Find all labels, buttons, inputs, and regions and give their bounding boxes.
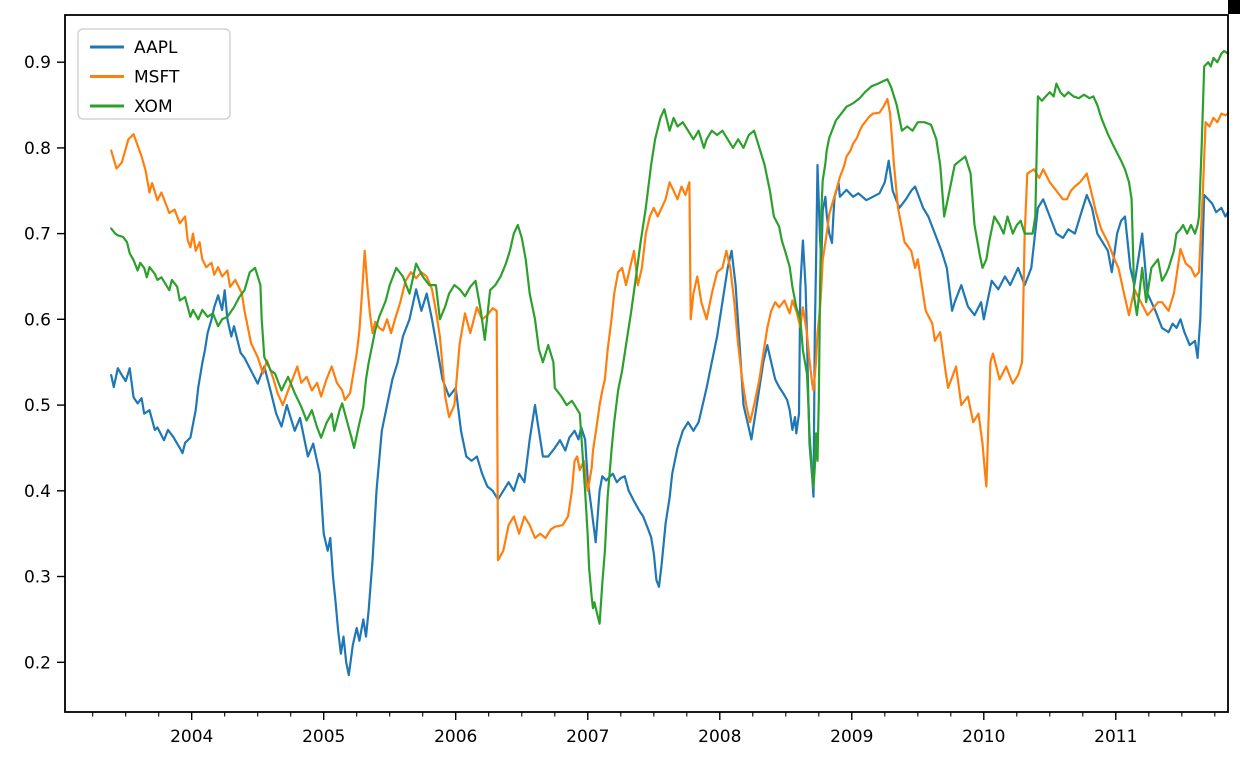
y-tick-label: 0.3	[24, 568, 51, 588]
x-tick-label: 2007	[566, 727, 609, 747]
y-tick-label: 0.5	[24, 396, 51, 416]
x-tick-label: 2011	[1094, 727, 1137, 747]
x-tick-label: 2010	[962, 727, 1005, 747]
corner-artifact	[1228, 0, 1240, 14]
series-line-msft	[110, 97, 1230, 562]
y-tick-label: 0.9	[24, 53, 51, 73]
x-tick-label: 2005	[302, 727, 345, 747]
legend: AAPL MSFT XOM	[77, 28, 231, 120]
x-tick-label: 2004	[170, 727, 213, 747]
y-tick-label: 0.4	[24, 482, 51, 502]
axes-frame	[64, 14, 1229, 713]
y-tick-label: 0.2	[24, 653, 51, 673]
y-tick-label: 0.6	[24, 310, 51, 330]
series-line-xom	[110, 49, 1230, 625]
legend-label-aapl: AAPL	[134, 38, 178, 58]
x-tick-label: 2006	[434, 727, 477, 747]
legend-box	[77, 28, 231, 120]
series-line-aapl	[110, 159, 1230, 677]
x-tick-label: 2009	[830, 727, 873, 747]
y-tick-label: 0.8	[24, 139, 51, 159]
legend-label-msft: MSFT	[134, 68, 180, 88]
y-tick-label: 0.7	[24, 225, 51, 245]
legend-label-xom: XOM	[134, 97, 173, 117]
x-tick-label: 2008	[698, 727, 741, 747]
